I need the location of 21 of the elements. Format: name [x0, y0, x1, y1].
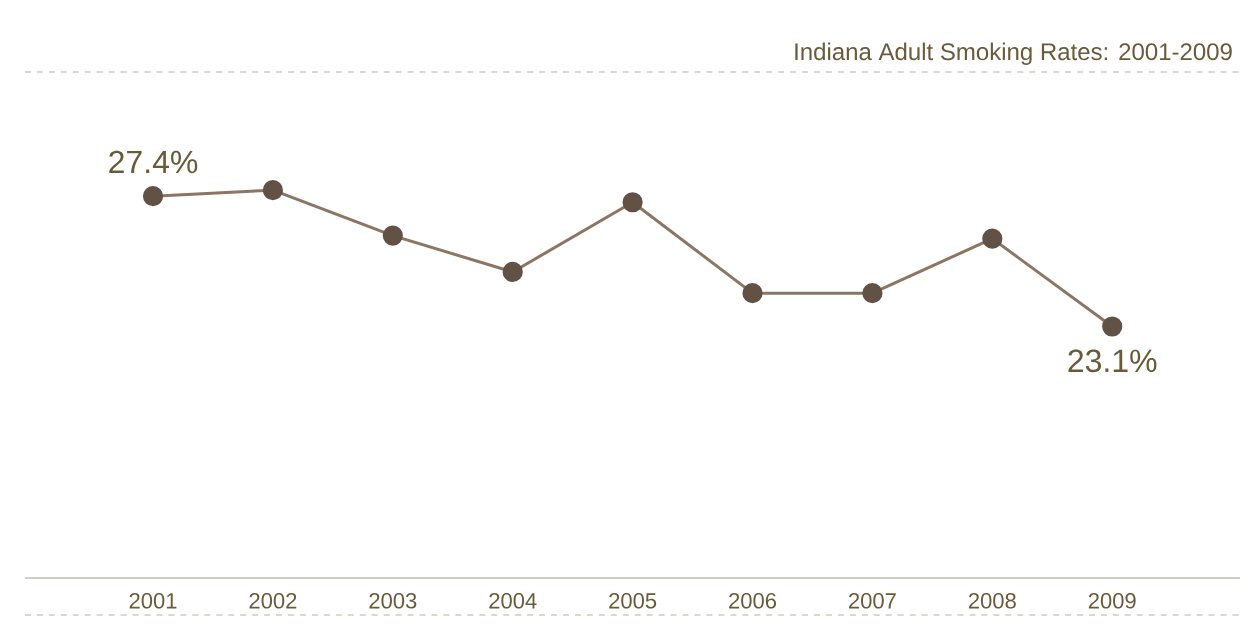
point: [502, 261, 523, 283]
point: [862, 283, 883, 304]
point: [742, 283, 763, 304]
point: [982, 228, 1003, 249]
data-label: 23.1%: [1068, 349, 1157, 373]
x-tick-label: 2001: [129, 593, 177, 609]
x-tick-label: 2006: [729, 593, 777, 609]
chart-title: Indiana Adult Smoking Rates: 2001-2009: [795, 42, 1232, 65]
x-tick-label: 2009: [1088, 593, 1136, 609]
x-tick-label: 2004: [489, 593, 537, 609]
point: [262, 180, 284, 201]
point: [622, 192, 643, 213]
x-tick-label: 2008: [968, 593, 1016, 609]
x-tick-label: 2005: [609, 593, 657, 609]
data-label: 27.4%: [109, 150, 198, 174]
point: [1102, 316, 1123, 337]
x-tick-label: 2003: [369, 593, 417, 609]
x-tick-label: 2002: [249, 593, 297, 609]
point: [142, 186, 164, 207]
point: [382, 225, 403, 246]
x-tick-label: 2007: [849, 593, 896, 609]
